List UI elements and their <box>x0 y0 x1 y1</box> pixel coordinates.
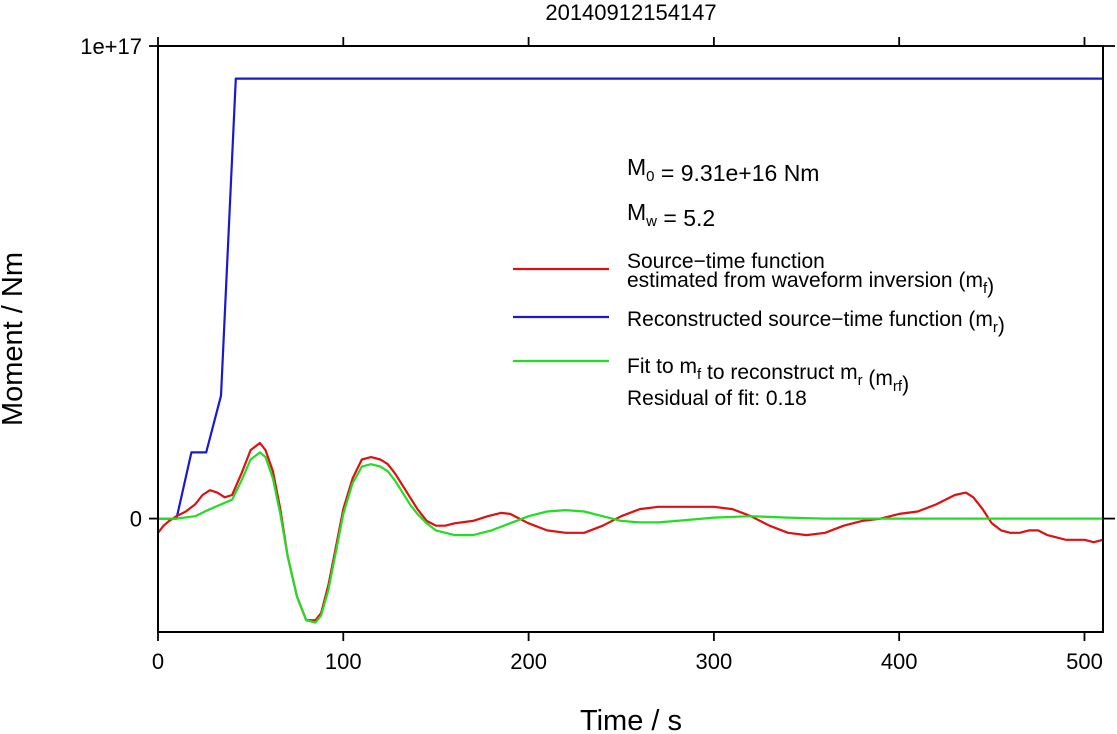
x-tick-label: 0 <box>152 649 164 674</box>
legend-label-0: Source−time function <box>627 250 825 273</box>
magnitude-annotation: Mw = 5.2 <box>627 199 715 231</box>
y-tick-label: 0 <box>130 507 142 532</box>
legend-label-0: estimated from waveform inversion (mf) <box>627 269 994 298</box>
series-line-1 <box>157 441 1104 622</box>
annotation-layer: M0 = 9.31e+16 Nm Mw = 5.2 Residual of fit:… <box>627 154 819 410</box>
legend-label-2: Fit to mf to reconstruct mr (mrf) <box>627 355 909 396</box>
y-tick-label: 1e+17 <box>80 34 142 59</box>
moment-annotation: M0 = 9.31e+16 Nm <box>627 154 819 186</box>
series-line-2 <box>158 451 1103 624</box>
series-line-0 <box>158 77 1103 520</box>
x-tick-label: 100 <box>325 649 362 674</box>
residual-annotation: Residual of fit: 0.18 <box>627 387 807 410</box>
x-tick-label: 400 <box>881 649 918 674</box>
chart-title: 20140912154147 <box>545 0 716 25</box>
x-tick-label: 500 <box>1066 649 1103 674</box>
x-tick-label: 200 <box>510 649 547 674</box>
x-tick-label: 300 <box>696 649 733 674</box>
tick-layer: 0 100 200 300 400 500 0 1e+17 <box>80 34 1115 674</box>
legend-label-1: Reconstructed source−time function (mr) <box>627 308 1005 337</box>
plot-frame <box>157 45 1104 633</box>
series-layer <box>157 77 1104 624</box>
y-axis-title: Moment / Nm <box>0 252 29 426</box>
x-axis-title: Time / s <box>580 705 682 734</box>
